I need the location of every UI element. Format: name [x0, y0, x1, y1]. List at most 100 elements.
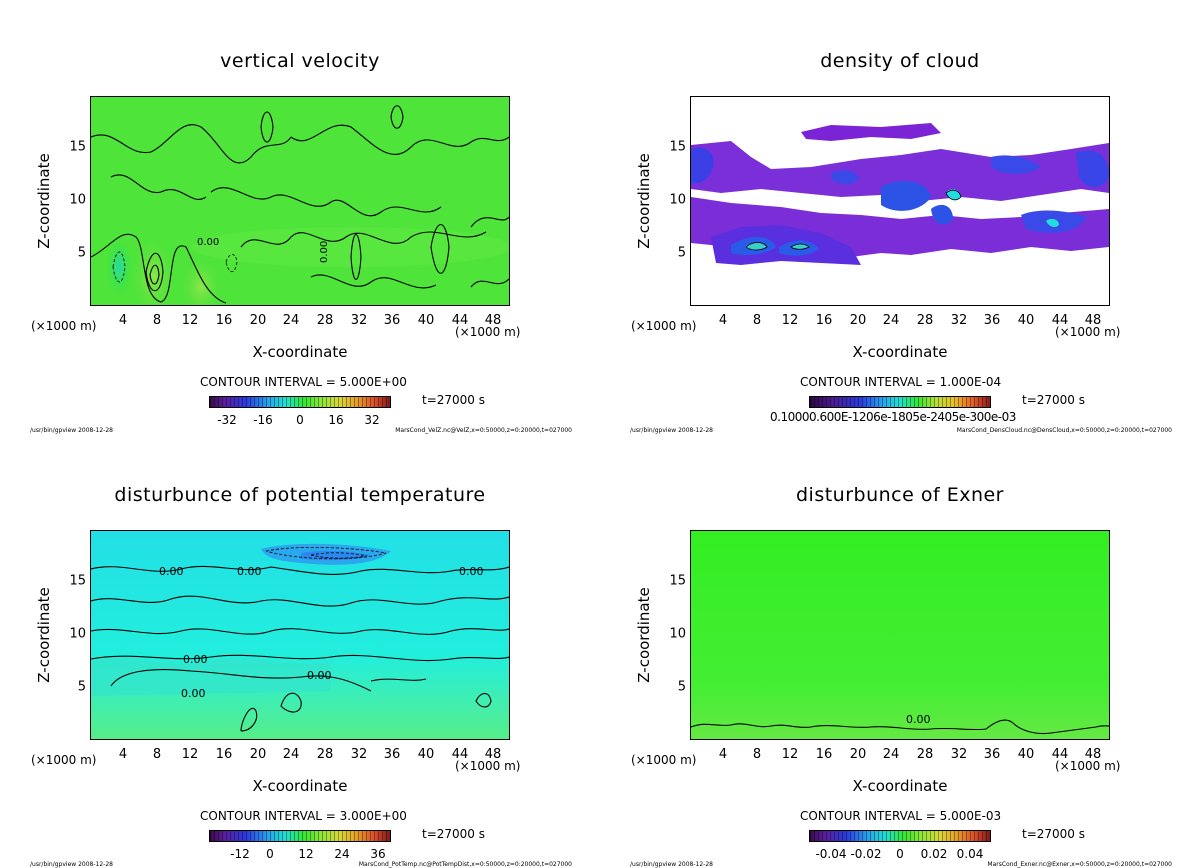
- contour-interval: CONTOUR INTERVAL = 5.000E+00: [200, 375, 407, 389]
- colorbar-ticks-overlap: 0.10000.600E-1206e-1805e-2405e-300e-03: [770, 410, 1016, 424]
- chart-title: vertical velocity: [220, 50, 380, 72]
- colorbar-tick: 0.02: [920, 847, 948, 861]
- x-tick: 20: [849, 313, 867, 328]
- x-tick: 40: [417, 313, 435, 328]
- contour-label: 0.00: [181, 687, 206, 700]
- contour-lines: [691, 719, 1109, 735]
- x-unit-right: (×1000 m): [1055, 325, 1121, 339]
- field-background: [691, 531, 1109, 739]
- contour-label: 0.00: [159, 565, 184, 578]
- field-background: [91, 531, 509, 739]
- contour-line: [475, 692, 492, 708]
- x-tick: 20: [849, 747, 867, 762]
- contour-line: [790, 243, 810, 250]
- x-tick: 32: [350, 313, 368, 328]
- plot-area: 0.00 0.00 0.00 0.00 0.00 0.00: [90, 530, 510, 740]
- x-tick: 24: [282, 747, 300, 762]
- contour-lines: [91, 565, 509, 732]
- contour-line: [149, 264, 160, 285]
- x-tick: 4: [718, 747, 728, 762]
- footer-right: MarsCond_VelZ.nc@VelZ,x=0:50000,z=0:2000…: [395, 427, 572, 434]
- x-unit-left: (×1000 m): [31, 319, 97, 333]
- cloud-region: [691, 147, 714, 184]
- cloud-layers: [691, 123, 1109, 265]
- plot-area: 0.00: [690, 530, 1110, 740]
- heatmap-svg: 0.00: [691, 531, 1109, 739]
- x-axis-label: X-coordinate: [852, 777, 948, 795]
- x-unit-left: (×1000 m): [631, 753, 697, 767]
- y-tick: 5: [677, 679, 686, 695]
- contour-label: 0.00: [906, 713, 931, 726]
- contour-label: 0.00: [307, 669, 332, 682]
- y-tick: 5: [677, 245, 686, 261]
- contour-lines: [91, 105, 509, 304]
- cloud-region: [931, 204, 953, 225]
- x-tick: 20: [249, 747, 267, 762]
- colorbar-tick: 0.04: [956, 847, 984, 861]
- y-tick: 10: [669, 192, 686, 208]
- x-tick: 48: [1084, 747, 1102, 762]
- contour-line: [290, 124, 509, 155]
- x-tick: 24: [882, 747, 900, 762]
- colorbar-tick: 36: [370, 847, 386, 861]
- x-tick: 32: [950, 747, 968, 762]
- colorbar: [209, 830, 391, 842]
- contour-label: 0.00: [183, 653, 208, 666]
- x-unit-right: (×1000 m): [455, 325, 521, 339]
- cloud-region: [1046, 218, 1059, 228]
- contour-interval: CONTOUR INTERVAL = 5.000E-03: [800, 809, 1002, 823]
- y-tick: 15: [669, 573, 686, 589]
- panel-density-of-cloud: density of cloud: [600, 0, 1200, 434]
- contour-line: [370, 678, 427, 682]
- x-tick: 48: [484, 313, 502, 328]
- contour-line: [91, 233, 227, 304]
- heatmap-svg: 0.00 0.00 0.00 0.00 0.00 0.00: [91, 531, 509, 739]
- x-tick: 20: [249, 313, 267, 328]
- time-label: t=27000 s: [1022, 827, 1085, 841]
- contour-line: [240, 231, 487, 248]
- x-tick: 12: [181, 747, 199, 762]
- x-tick: 28: [316, 313, 334, 328]
- contour-line: [310, 274, 437, 289]
- contour-line: [110, 174, 207, 200]
- contour-line-negative: [112, 251, 126, 283]
- footer-left: /usr/bin/gpview 2008-12-28: [30, 427, 113, 434]
- x-tick: 44: [1051, 313, 1069, 328]
- colorbar-tick: 16: [328, 413, 344, 427]
- x-unit-left: (×1000 m): [31, 753, 97, 767]
- footer-left: /usr/bin/gpview 2008-12-28: [30, 861, 113, 868]
- plot-area: 0.00 0.00: [90, 96, 510, 306]
- x-tick: 40: [1017, 313, 1035, 328]
- x-tick: 28: [916, 747, 934, 762]
- y-tick: 15: [69, 139, 86, 155]
- x-axis-label: X-coordinate: [252, 777, 348, 795]
- x-tick: 36: [983, 313, 1001, 328]
- contour-line: [350, 234, 362, 280]
- contour-label: 0.00: [237, 565, 262, 578]
- contour-line: [260, 111, 274, 143]
- contour-line: [91, 124, 292, 164]
- x-tick: 8: [752, 747, 762, 762]
- time-label: t=27000 s: [1022, 393, 1085, 407]
- x-unit-left: (×1000 m): [631, 319, 697, 333]
- colorbar-tick: 0: [296, 413, 304, 427]
- x-tick: 48: [1084, 313, 1102, 328]
- contour-line-negative: [265, 546, 387, 560]
- contour-line: [91, 595, 509, 607]
- x-tick: 36: [983, 747, 1001, 762]
- x-tick: 40: [417, 747, 435, 762]
- x-tick: 12: [781, 747, 799, 762]
- y-tick: 15: [69, 573, 86, 589]
- cloud-region: [691, 141, 1109, 201]
- y-tick: 5: [77, 245, 86, 261]
- y-axis-label: Z-coordinate: [35, 153, 53, 249]
- contour-label: 0.00: [459, 565, 484, 578]
- y-axis-label: Z-coordinate: [635, 587, 653, 683]
- x-tick: 44: [451, 747, 469, 762]
- heatmap-svg: [691, 97, 1109, 305]
- x-tick: 36: [383, 313, 401, 328]
- y-tick: 10: [669, 626, 686, 642]
- x-tick: 16: [815, 313, 833, 328]
- panel-vertical-velocity: vertical velocity: [0, 0, 600, 434]
- cloud-region: [991, 155, 1041, 174]
